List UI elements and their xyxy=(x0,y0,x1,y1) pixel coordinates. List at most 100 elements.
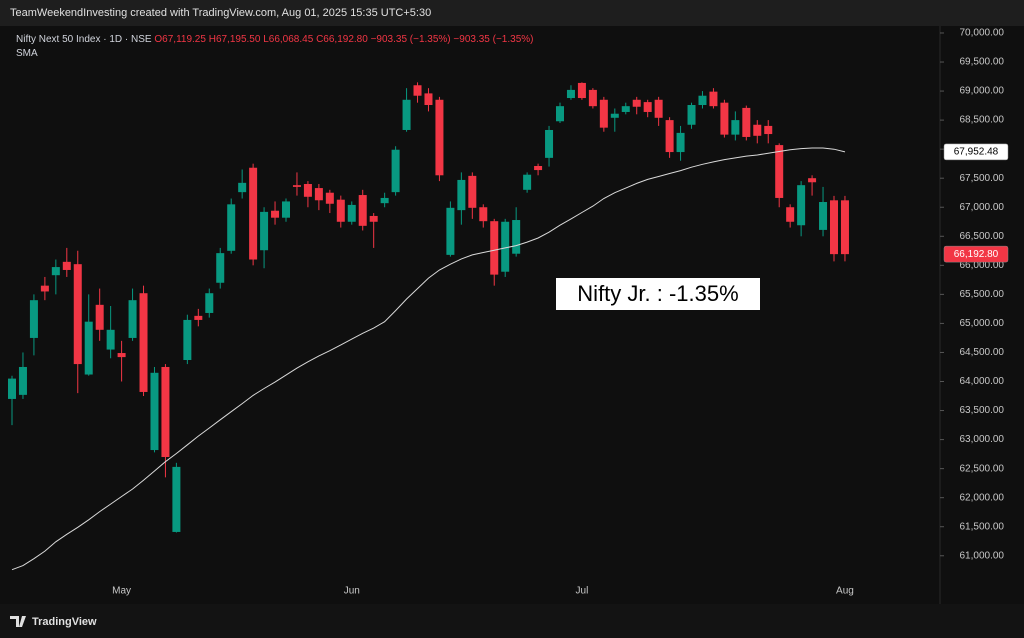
candle-body xyxy=(18,366,27,395)
candle-body xyxy=(205,293,214,313)
candle-body xyxy=(73,264,82,365)
candle-body xyxy=(106,329,115,350)
candle-body xyxy=(545,129,554,158)
change: −903.35 (−1.35%) xyxy=(370,34,451,45)
candle-body xyxy=(51,267,60,276)
candle-body xyxy=(128,300,137,338)
candle-body xyxy=(282,201,290,218)
candle-body xyxy=(271,210,280,218)
candle-body xyxy=(786,207,795,222)
candle-body xyxy=(194,315,203,320)
candle-body xyxy=(161,366,170,458)
candle-body xyxy=(369,215,378,222)
annotation-box xyxy=(556,278,760,310)
y-tick-label: 67,500.00 xyxy=(960,173,1005,184)
candle-body xyxy=(676,132,685,153)
candle-body xyxy=(150,372,159,451)
candle-body xyxy=(413,85,422,96)
candle-body xyxy=(446,207,455,255)
candle-body xyxy=(424,93,433,106)
candle-body xyxy=(621,106,630,112)
candle-body xyxy=(566,89,575,99)
y-tick-label: 65,500.00 xyxy=(960,289,1005,300)
candle-body xyxy=(709,91,718,107)
candle-body xyxy=(347,204,356,222)
candle-body xyxy=(62,261,71,270)
candle-body xyxy=(117,353,126,358)
candle-body xyxy=(512,220,521,254)
candle-body xyxy=(775,145,784,198)
y-tick-label: 61,500.00 xyxy=(960,521,1005,532)
ohlc: O67,119.25 H67,195.50 L66,068.45 C66,192… xyxy=(154,34,370,45)
y-tick-label: 69,000.00 xyxy=(960,86,1005,97)
candle-body xyxy=(720,102,729,135)
candle-body xyxy=(797,185,806,226)
x-tick-label: Jul xyxy=(576,586,589,597)
y-tick-label: 62,000.00 xyxy=(960,492,1005,503)
candle-body xyxy=(577,82,586,99)
y-tick-label: 64,000.00 xyxy=(960,376,1005,387)
y-tick-label: 69,500.00 xyxy=(960,57,1005,68)
y-tick-label: 62,500.00 xyxy=(960,463,1005,474)
candle-body xyxy=(84,321,93,375)
change: −903.35 (−1.35%) xyxy=(453,34,534,45)
ohlc-key: O xyxy=(154,34,163,45)
y-tick-label: 64,500.00 xyxy=(960,347,1005,358)
candle-body xyxy=(292,185,301,187)
candle-body xyxy=(534,165,543,171)
candle-body xyxy=(753,124,762,136)
x-tick-label: Jun xyxy=(344,586,360,597)
legend: Nifty Next 50 Index · 1D · NSE O67,119.2… xyxy=(16,34,533,59)
title: Nifty Next 50 Index · 1D · NSE xyxy=(16,34,152,45)
x-tick-label: Aug xyxy=(836,586,854,597)
candle-body xyxy=(687,105,696,125)
candle-body xyxy=(139,293,148,392)
plot-bg xyxy=(0,26,1024,604)
candle-body xyxy=(742,107,751,137)
candle-body xyxy=(216,253,225,283)
ohlc-label: 66,192.80 xyxy=(323,34,368,45)
y-tick-label: 68,500.00 xyxy=(960,115,1005,126)
candle-body xyxy=(599,99,608,128)
candle-body xyxy=(610,113,619,118)
price-tag xyxy=(943,143,1009,161)
marks: 61,000.00 61,500.00 62,000.00 62,500.00 63,0… xyxy=(8,26,1009,604)
candle-body xyxy=(95,304,104,330)
candle-body xyxy=(325,192,334,204)
candle-body xyxy=(260,211,269,251)
y-tick-label: 63,000.00 xyxy=(960,434,1005,445)
price-tag xyxy=(943,245,1009,263)
candle-body xyxy=(840,200,849,255)
y-tick-label: 66,000.00 xyxy=(960,260,1005,271)
logo xyxy=(10,616,26,627)
price-tag-label: 66,192.80 xyxy=(954,249,999,260)
candle-body xyxy=(380,197,389,204)
candle-body xyxy=(468,175,477,208)
candle-body xyxy=(249,167,258,260)
candle-body xyxy=(556,106,564,122)
ohlc-label: 67,195.50 xyxy=(215,34,261,45)
y-tick-label: 70,000.00 xyxy=(960,28,1005,39)
y-tick-label: 66,500.00 xyxy=(960,231,1005,242)
candle-body xyxy=(336,199,345,222)
candle-body xyxy=(457,179,466,211)
footer: TradingView xyxy=(32,616,97,628)
candle-body xyxy=(29,300,38,338)
candle-body xyxy=(731,120,740,135)
sma-label: SMA xyxy=(16,48,38,59)
candle-body xyxy=(391,149,400,193)
footer-bar xyxy=(0,604,1024,638)
candle-body xyxy=(490,221,499,275)
candle-body xyxy=(819,202,828,230)
annotation: Nifty Jr. : -1.35% xyxy=(577,281,738,306)
y-tick-label: 63,500.00 xyxy=(960,405,1005,416)
ohlc-label: 66,068.45 xyxy=(268,34,314,45)
candle-body xyxy=(665,120,674,153)
y-tick-label: 61,000.00 xyxy=(960,550,1005,561)
header-bar xyxy=(0,0,1024,26)
candle-body xyxy=(764,125,773,135)
price-tag-label: 67,952.48 xyxy=(954,147,999,158)
y-tick-label: 65,000.00 xyxy=(960,318,1005,329)
candle-body xyxy=(523,174,532,190)
